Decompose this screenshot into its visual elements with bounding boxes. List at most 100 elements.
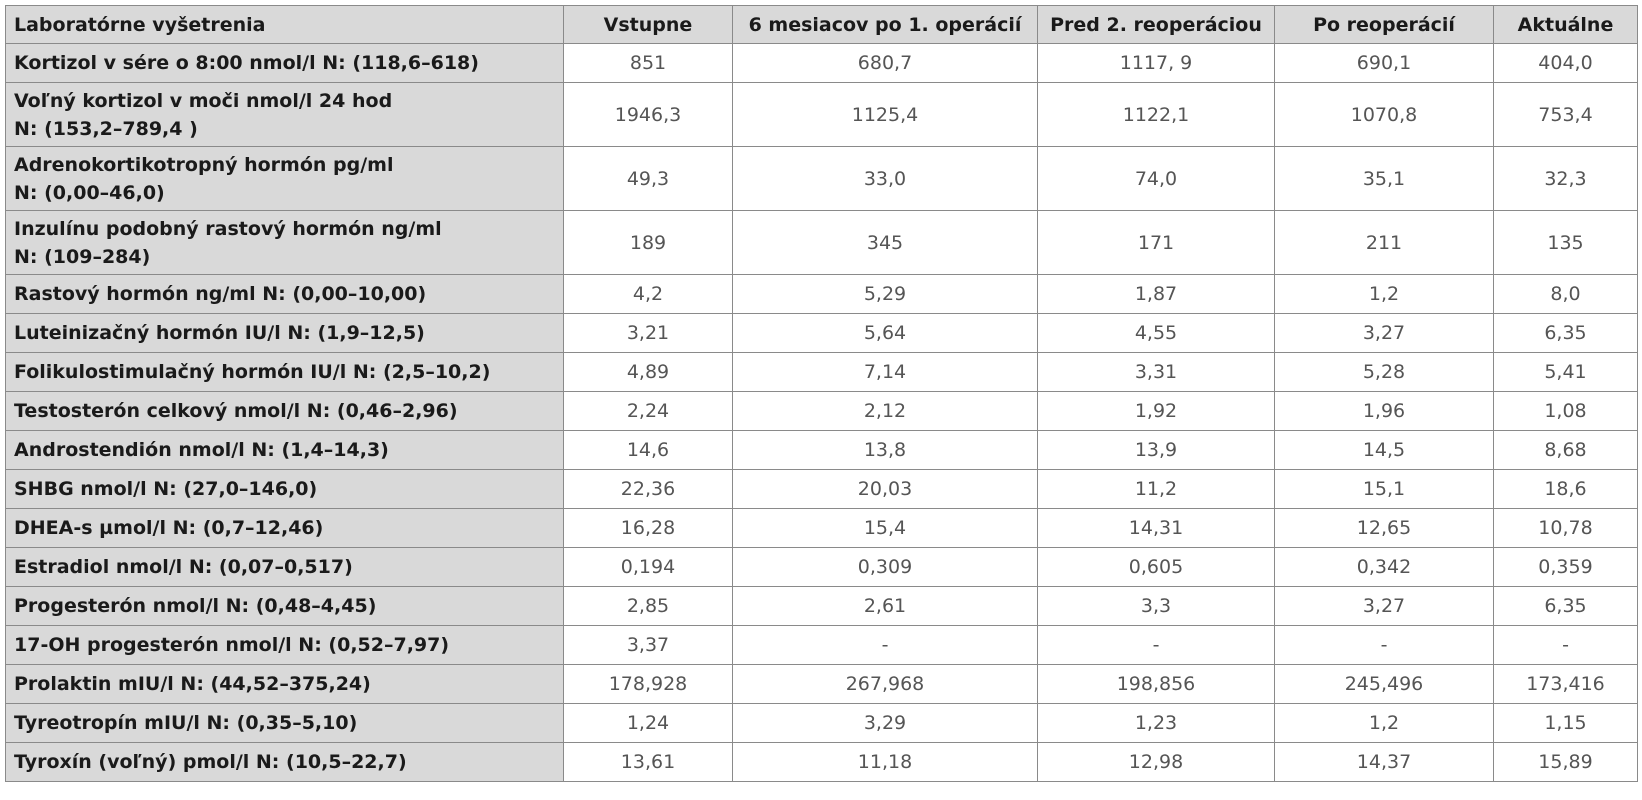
row-label: Folikulostimulačný hormón IU/l N: (2,5–1… [5,352,564,392]
value-cell: 211 [1274,210,1494,275]
header-cell: 6 mesiacov po 1. operácií [732,5,1038,44]
row-label: Estradiol nmol/l N: (0,07–0,517) [5,547,564,587]
value-cell: 2,24 [563,391,733,431]
table-row: Tyreotropín mIU/l N: (0,35–5,10) 1,24 3,29… [5,703,1638,743]
value-cell: 6,35 [1493,586,1638,626]
row-label: Androstendión nmol/l N: (1,4–14,3) [5,430,564,470]
row-label: Adrenokortikotropný hormón pg/ml N: (0,0… [5,146,564,211]
value-cell: 690,1 [1274,43,1494,83]
table-row: 17-OH progesterón nmol/l N: (0,52–7,97) 3… [5,625,1638,665]
value-cell: 4,55 [1037,313,1275,353]
value-cell: 1,24 [563,703,733,743]
table-row: Tyroxín (voľný) pmol/l N: (10,5–22,7) 13,… [5,742,1638,782]
value-cell: 1122,1 [1037,82,1275,147]
value-cell: 1125,4 [732,82,1038,147]
value-cell: 5,29 [732,274,1038,314]
value-cell: 1,2 [1274,703,1494,743]
value-cell: 5,64 [732,313,1038,353]
value-cell: 0,309 [732,547,1038,587]
value-cell: 49,3 [563,146,733,211]
header-cell: Laboratórne vyšetrenia [5,5,564,44]
value-cell: 267,968 [732,664,1038,704]
value-cell: 0,605 [1037,547,1275,587]
value-cell: 3,29 [732,703,1038,743]
table-row: Rastový hormón ng/ml N: (0,00–10,00) 4,2 5… [5,274,1638,314]
value-cell: 3,27 [1274,586,1494,626]
row-label: Progesterón nmol/l N: (0,48–4,45) [5,586,564,626]
row-label: Luteinizačný hormón IU/l N: (1,9–12,5) [5,313,564,353]
table-row: Progesterón nmol/l N: (0,48–4,45) 2,85 2,6… [5,586,1638,626]
row-label: SHBG nmol/l N: (27,0–146,0) [5,469,564,509]
header-cell: Po reoperácií [1274,5,1494,44]
value-cell: 1,23 [1037,703,1275,743]
value-cell: 6,35 [1493,313,1638,353]
table-row: Luteinizačný hormón IU/l N: (1,9–12,5) 3,… [5,313,1638,353]
value-cell: 32,3 [1493,146,1638,211]
lab-table: Laboratórne vyšetrenia Vstupne 6 mesiacov … [5,5,1638,782]
value-cell: 13,61 [563,742,733,782]
value-cell: 18,6 [1493,469,1638,509]
value-cell: 13,8 [732,430,1038,470]
value-cell: 5,28 [1274,352,1494,392]
value-cell: 0,342 [1274,547,1494,587]
value-cell: 3,27 [1274,313,1494,353]
table-row: Testosterón celkový nmol/l N: (0,46–2,96… [5,391,1638,431]
value-cell: 851 [563,43,733,83]
table-row: Voľný kortizol v moči nmol/l 24 hod N: (… [5,82,1638,147]
value-cell: 14,31 [1037,508,1275,548]
header-cell: Pred 2. reoperáciou [1037,5,1275,44]
header-row: Laboratórne vyšetrenia Vstupne 6 mesiacov … [5,5,1638,44]
table-row: Adrenokortikotropný hormón pg/ml N: (0,0… [5,146,1638,211]
row-label: Inzulínu podobný rastový hormón ng/ml N:… [5,210,564,275]
value-cell: 14,5 [1274,430,1494,470]
row-label: Tyroxín (voľný) pmol/l N: (10,5–22,7) [5,742,564,782]
value-cell: 0,359 [1493,547,1638,587]
value-cell: 1,87 [1037,274,1275,314]
value-cell: 14,6 [563,430,733,470]
value-cell: 345 [732,210,1038,275]
value-cell: 10,78 [1493,508,1638,548]
table-row: Kortizol v sére o 8:00 nmol/l N: (118,6–… [5,43,1638,83]
value-cell: 8,68 [1493,430,1638,470]
value-cell: 8,0 [1493,274,1638,314]
row-label: Voľný kortizol v moči nmol/l 24 hod N: (… [5,82,564,147]
value-cell: - [1493,625,1638,665]
value-cell: 2,61 [732,586,1038,626]
value-cell: 12,65 [1274,508,1494,548]
value-cell: 4,89 [563,352,733,392]
value-cell: 13,9 [1037,430,1275,470]
table-row: SHBG nmol/l N: (27,0–146,0) 22,36 20,03 11,… [5,469,1638,509]
header-cell: Aktuálne [1493,5,1638,44]
value-cell: 11,2 [1037,469,1275,509]
value-cell: 3,37 [563,625,733,665]
table-row: Prolaktin mIU/l N: (44,52–375,24) 178,928… [5,664,1638,704]
value-cell: 1,08 [1493,391,1638,431]
table-row: Estradiol nmol/l N: (0,07–0,517) 0,194 0,3… [5,547,1638,587]
value-cell: 1,15 [1493,703,1638,743]
table-row: Androstendión nmol/l N: (1,4–14,3) 14,6 13… [5,430,1638,470]
value-cell: 3,31 [1037,352,1275,392]
value-cell: 1117, 9 [1037,43,1275,83]
row-label: Prolaktin mIU/l N: (44,52–375,24) [5,664,564,704]
value-cell: 753,4 [1493,82,1638,147]
value-cell: 3,3 [1037,586,1275,626]
value-cell: 4,2 [563,274,733,314]
row-label: 17-OH progesterón nmol/l N: (0,52–7,97) [5,625,564,665]
value-cell: 1946,3 [563,82,733,147]
value-cell: 14,37 [1274,742,1494,782]
value-cell: 7,14 [732,352,1038,392]
value-cell: 15,4 [732,508,1038,548]
value-cell: 171 [1037,210,1275,275]
table-row: Inzulínu podobný rastový hormón ng/ml N:… [5,210,1638,275]
row-label: Testosterón celkový nmol/l N: (0,46–2,96… [5,391,564,431]
value-cell: 173,416 [1493,664,1638,704]
value-cell: 1,96 [1274,391,1494,431]
header-cell: Vstupne [563,5,733,44]
value-cell: 74,0 [1037,146,1275,211]
value-cell: 15,89 [1493,742,1638,782]
value-cell: 1070,8 [1274,82,1494,147]
value-cell: 1,92 [1037,391,1275,431]
value-cell: 16,28 [563,508,733,548]
value-cell: 680,7 [732,43,1038,83]
